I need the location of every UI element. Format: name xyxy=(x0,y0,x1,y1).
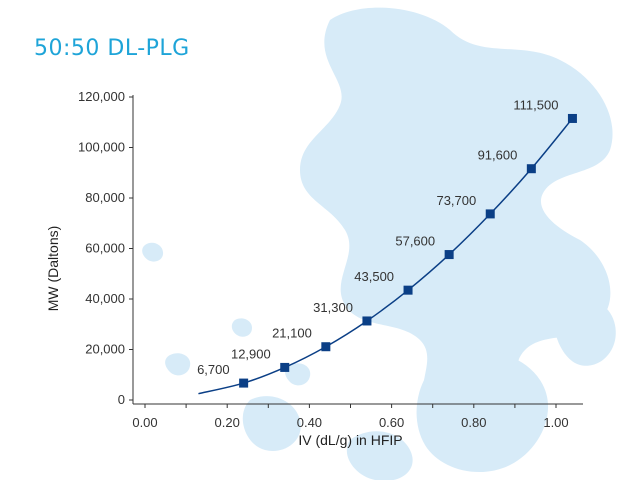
y-tick-label: 120,000 xyxy=(78,89,125,104)
bg-blob xyxy=(300,7,613,431)
data-label: 43,500 xyxy=(354,269,394,284)
bg-blob xyxy=(346,431,413,480)
data-point xyxy=(485,209,495,219)
bg-blob xyxy=(285,363,311,386)
bg-blob xyxy=(242,396,301,451)
data-point xyxy=(567,113,577,123)
x-tick-label: 0.40 xyxy=(297,415,322,430)
y-tick-label: 60,000 xyxy=(85,241,125,256)
bg-blob xyxy=(553,296,616,366)
y-axis-label: MW (Daltons) xyxy=(45,226,61,312)
data-point xyxy=(280,362,290,372)
y-tick-label: 0 xyxy=(118,392,125,407)
data-label: 21,100 xyxy=(272,326,312,341)
x-tick-label: 0.60 xyxy=(379,415,404,430)
y-tick-label: 20,000 xyxy=(85,342,125,357)
bg-blob xyxy=(416,349,549,473)
series-line xyxy=(198,117,574,395)
data-point xyxy=(321,342,331,352)
x-axis-label: IV (dL/g) in HFIP xyxy=(298,432,402,448)
data-label: 73,700 xyxy=(436,193,476,208)
bg-blob xyxy=(231,318,252,337)
chart-title: 50:50 DL-PLG xyxy=(34,36,190,61)
y-tick-label: 100,000 xyxy=(78,140,125,155)
data-point xyxy=(444,250,454,260)
data-point xyxy=(526,164,536,174)
data-label: 31,300 xyxy=(313,300,353,315)
x-tick-label: 0.00 xyxy=(132,415,157,430)
chart-axes: 0 20,000 40,000 60,000 80,000 100,000 120,000 0… xyxy=(45,89,583,448)
x-tick-label: 1.00 xyxy=(543,415,568,430)
data-label: 91,600 xyxy=(478,148,518,163)
data-point xyxy=(403,285,413,295)
y-tick-label: 80,000 xyxy=(85,190,125,205)
data-label: 12,900 xyxy=(231,346,271,361)
data-label: 6,700 xyxy=(197,362,230,377)
data-label: 111,500 xyxy=(513,97,558,112)
data-label: 57,600 xyxy=(395,234,435,249)
x-tick-label: 0.80 xyxy=(461,415,486,430)
data-point xyxy=(239,378,249,388)
data-point xyxy=(362,316,372,326)
bg-blob xyxy=(142,242,164,262)
bg-blob xyxy=(165,353,191,376)
y-tick-label: 40,000 xyxy=(85,291,125,306)
x-tick-label: 0.20 xyxy=(215,415,240,430)
